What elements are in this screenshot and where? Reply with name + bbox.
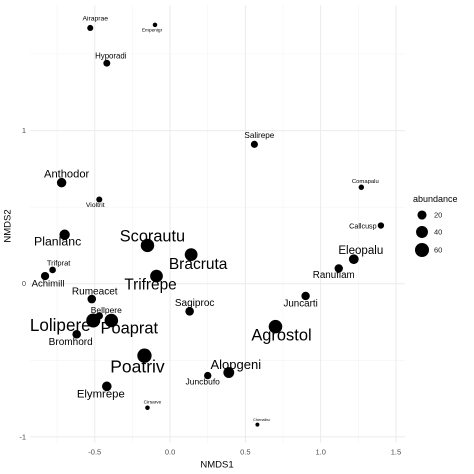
point-callcusp	[377, 222, 385, 229]
legend-key-20	[417, 210, 427, 220]
point-label-empenigr: Empenigr	[142, 27, 163, 33]
point-poaprat	[104, 313, 119, 328]
point-rumeacet	[87, 294, 97, 304]
grid	[30, 5, 405, 443]
point-agrostol	[268, 319, 283, 334]
point-label-chenalbu: Chenalbu	[253, 417, 270, 422]
point-label-trifprat: Trifprat	[47, 258, 71, 267]
point-poatriv	[137, 348, 152, 363]
point-hyporadi	[103, 59, 111, 67]
point-anthodor	[56, 177, 67, 188]
point-label-elymrepe: Elymrepe	[77, 388, 125, 400]
x-tick-label: 0.0	[165, 448, 175, 457]
point-trifprat	[49, 266, 56, 274]
legend-label-40: 40	[434, 228, 442, 237]
point-eleopalu	[348, 254, 359, 265]
point-label-salirepe: Salirepe	[244, 131, 274, 140]
point-label-ranuflam: Ranuflam	[313, 270, 355, 281]
point-label-anthodor: Anthodor	[44, 169, 90, 181]
point-juncbufo	[204, 371, 212, 380]
point-label-lolipere: Lolipere	[30, 316, 91, 335]
point-label-scorautu: Scorautu	[120, 227, 185, 245]
point-label-sagiproc: Sagiproc	[175, 298, 215, 309]
point-achimill	[40, 271, 50, 281]
point-label-bracruta: Bracruta	[169, 256, 228, 273]
point-label-eleopalu: Eleopalu	[338, 245, 383, 257]
legend-title: abundance	[413, 194, 458, 204]
legend-label-60: 60	[434, 246, 442, 255]
x-tick-label: 1.5	[391, 448, 401, 457]
point-scorautu	[140, 238, 155, 253]
point-label-rumeacet: Rumeacet	[72, 287, 118, 298]
point-salirepe	[250, 140, 258, 148]
axis-ticks: -0.5 0.0 0.5 1.0 1.5 -1 0 1	[19, 126, 401, 456]
x-tick-label: 1.0	[315, 448, 325, 457]
legend-label-20: 20	[434, 211, 442, 220]
point-label-agrostol: Agrostol	[251, 327, 311, 345]
y-tick-label: 0	[22, 279, 26, 288]
point-label-poatriv: Poatriv	[110, 357, 165, 377]
point-sagiproc	[185, 307, 194, 316]
point-label-alopgeni: Alopgeni	[210, 357, 261, 372]
point-label-bromhord: Bromhord	[49, 337, 93, 348]
point-violtrit	[96, 196, 103, 203]
x-tick-label: 0.5	[240, 448, 250, 457]
point-alopgeni	[223, 367, 235, 378]
point-labels: Airaprae Empenigr Hyporadi Salirepe Anthodor…	[30, 15, 383, 422]
point-label-comapalu: Comapalu	[352, 179, 379, 185]
point-label-poaprat: Poaprat	[101, 319, 159, 337]
point-label-hyporadi: Hyporadi	[95, 52, 127, 61]
point-label-trifrepe: Trifrepe	[124, 277, 176, 294]
point-label-violtrit: Violtrit	[86, 202, 105, 209]
point-chenalbu	[255, 422, 260, 427]
y-tick-label: -1	[19, 432, 26, 441]
point-label-juncbufo: Juncbufo	[186, 377, 221, 387]
point-lolipere	[86, 313, 101, 328]
point-label-planlanc: Planlanc	[34, 235, 81, 249]
point-label-juncarti: Juncarti	[283, 298, 317, 309]
point-ranuflam	[334, 264, 343, 273]
x-tick-label: -0.5	[88, 448, 101, 457]
x-axis-title: NMDS1	[200, 460, 233, 471]
legend-key-40	[416, 226, 428, 238]
points	[40, 22, 385, 427]
point-label-airaprae: Airaprae	[82, 15, 108, 22]
point-label-cirsarve: Cirsarve	[144, 399, 162, 405]
point-label-achimill: Achimill	[32, 279, 65, 290]
legend-key-60	[414, 242, 430, 258]
point-bracruta	[184, 248, 198, 262]
y-axis-title: NMDS2	[3, 209, 14, 242]
point-label-bellpere: Bellpere	[91, 305, 122, 315]
point-elymrepe	[102, 381, 112, 392]
point-cirsarve	[145, 405, 150, 411]
point-label-callcusp: Callcusp	[349, 223, 376, 231]
y-tick-label: 1	[22, 126, 26, 135]
point-juncarti	[301, 291, 310, 301]
point-empenigr	[152, 22, 158, 28]
point-comapalu	[358, 184, 365, 190]
point-trifrepe	[150, 269, 163, 283]
legend: abundance 20 40 60	[413, 194, 458, 258]
point-airaprae	[87, 24, 94, 32]
point-bromhord	[72, 329, 81, 339]
point-planlanc	[59, 229, 70, 240]
